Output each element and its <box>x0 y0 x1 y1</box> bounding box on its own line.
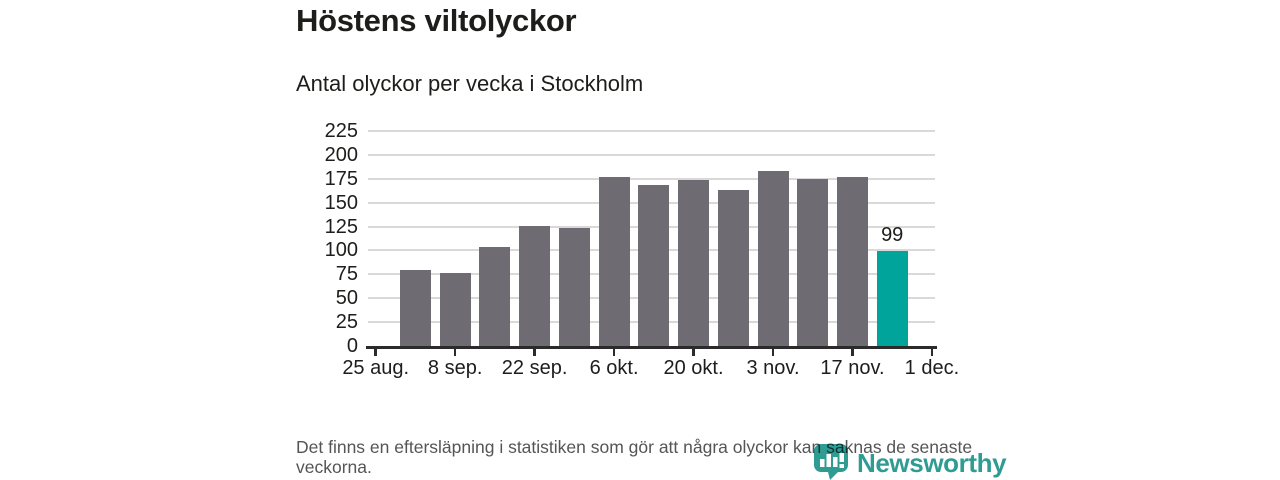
bar <box>399 269 431 346</box>
x-axis-tick <box>692 348 695 356</box>
y-axis-label: 225 <box>324 120 358 142</box>
exclamation-stem <box>839 453 844 462</box>
gridline-225 <box>368 130 935 132</box>
x-axis-line <box>366 345 937 349</box>
exclamation-dot <box>839 464 844 468</box>
gridline-175 <box>368 177 935 180</box>
x-axis-label: 20 okt. <box>663 357 724 379</box>
bar <box>519 225 551 346</box>
bar <box>598 176 630 346</box>
y-axis-label: 175 <box>324 167 358 190</box>
x-axis-label: 1 dec. <box>904 357 960 379</box>
y-axis-label: 125 <box>324 215 358 238</box>
mini-bar-1 <box>820 459 825 467</box>
x-axis-tick <box>851 348 854 356</box>
bar <box>678 179 710 346</box>
x-axis-tick <box>453 348 457 356</box>
bar <box>479 246 511 346</box>
bar <box>638 185 670 346</box>
y-axis-label: 150 <box>324 191 358 214</box>
x-axis-label: 25 aug. <box>342 357 410 379</box>
x-axis-tick <box>374 348 377 356</box>
bar <box>558 227 590 346</box>
y-axis-label: 25 <box>335 311 358 334</box>
newsworthy-logo: Newsworthy <box>812 442 1007 480</box>
gridline-200 <box>368 153 935 156</box>
bar <box>717 190 749 346</box>
bar <box>439 273 471 346</box>
highlight-bar <box>876 251 908 346</box>
x-axis-tick <box>771 348 775 356</box>
y-axis-label: 100 <box>324 239 358 262</box>
footer-note: Det finns en eftersläpning i statistiken… <box>296 437 973 477</box>
x-axis-label: 8 sep. <box>427 357 483 379</box>
chart-title: Höstens viltolyckor <box>296 3 577 38</box>
y-axis-label: 50 <box>335 287 358 310</box>
newsworthy-pin-icon <box>814 444 848 480</box>
x-axis-label: 17 nov. <box>820 357 885 379</box>
y-axis-label: 200 <box>324 143 358 166</box>
bar <box>757 171 789 346</box>
x-axis-tick <box>930 348 934 356</box>
x-axis-label: 3 nov. <box>746 357 800 379</box>
y-axis-label: 0 <box>346 335 358 357</box>
y-axis-label: 75 <box>335 263 358 286</box>
x-axis-label: 22 sep. <box>501 357 568 379</box>
newsworthy-wordmark: Newsworthy <box>857 448 1007 478</box>
mini-bar-2 <box>826 454 831 467</box>
bar-value-label: 99 <box>881 224 904 247</box>
x-axis-tick <box>533 348 536 356</box>
x-axis-tick <box>612 348 616 356</box>
chart-subtitle: Antal olyckor per vecka i Stockholm <box>296 71 644 96</box>
bar <box>836 176 868 346</box>
x-axis-label: 6 okt. <box>589 357 639 379</box>
bar <box>797 178 829 346</box>
mini-bar-3 <box>833 457 838 467</box>
